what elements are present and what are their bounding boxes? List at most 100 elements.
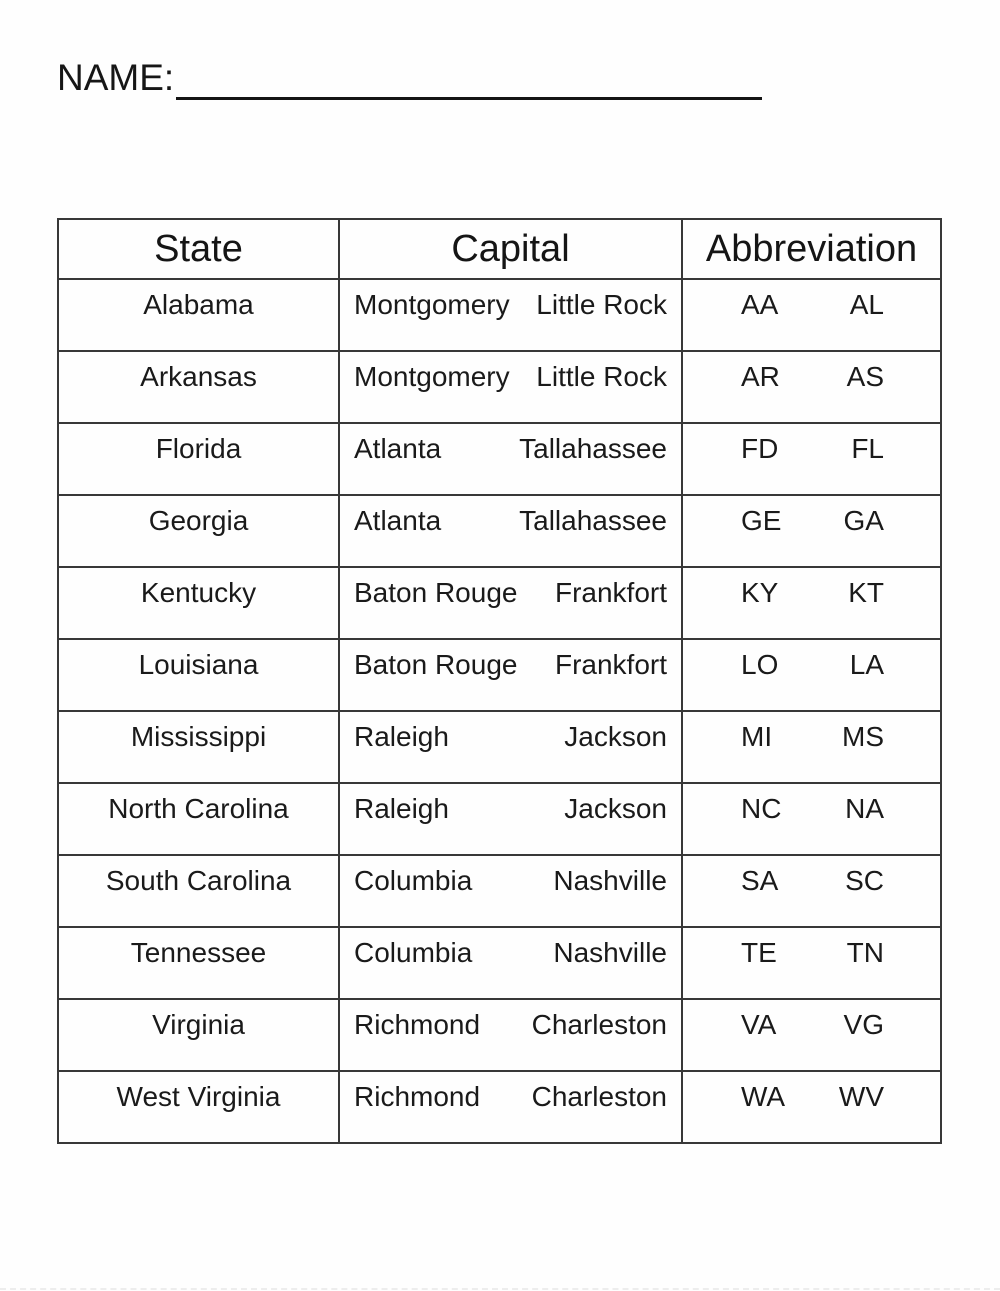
abbreviation-cell: NC NA bbox=[681, 782, 942, 856]
capital-options: Baton Rouge Frankfort bbox=[340, 640, 681, 681]
capital-option-1[interactable]: Columbia bbox=[354, 937, 473, 968]
abbreviation-cell: GE GA bbox=[681, 494, 942, 568]
abbreviation-option-2[interactable]: VG bbox=[843, 1009, 884, 1040]
table-row: Arkansas Montgomery Little Rock AR AS bbox=[57, 350, 942, 424]
capital-cell: Montgomery Little Rock bbox=[338, 278, 683, 352]
table-row: West Virginia Richmond Charleston WA WV bbox=[57, 1070, 942, 1144]
capital-cell: Raleigh Jackson bbox=[338, 710, 683, 784]
state-cell: Louisiana bbox=[57, 638, 340, 712]
abbreviation-options: LO LA bbox=[683, 640, 940, 681]
abbreviation-cell: KY KT bbox=[681, 566, 942, 640]
abbreviation-option-1[interactable]: VA bbox=[741, 1009, 777, 1040]
abbreviation-option-1[interactable]: TE bbox=[741, 937, 777, 968]
state-name: South Carolina bbox=[105, 865, 292, 896]
abbreviation-options: GE GA bbox=[683, 496, 940, 537]
state-cell: Virginia bbox=[57, 998, 340, 1072]
abbreviation-option-1[interactable]: KY bbox=[741, 577, 779, 608]
state-cell: Alabama bbox=[57, 278, 340, 352]
capital-option-1[interactable]: Atlanta bbox=[354, 433, 442, 464]
table-row: North Carolina Raleigh Jackson NC NA bbox=[57, 782, 942, 856]
table-row: Florida Atlanta Tallahassee FD FL bbox=[57, 422, 942, 496]
state-cell: Florida bbox=[57, 422, 340, 496]
abbreviation-option-2[interactable]: LA bbox=[849, 649, 884, 680]
abbreviation-option-1[interactable]: SA bbox=[741, 865, 779, 896]
capital-option-2[interactable]: Tallahassee bbox=[519, 505, 667, 536]
state-name: Alabama bbox=[143, 289, 254, 320]
abbreviation-cell: MI MS bbox=[681, 710, 942, 784]
abbreviation-cell: TE TN bbox=[681, 926, 942, 1000]
abbreviation-option-2[interactable]: SC bbox=[845, 865, 884, 896]
state-cell: South Carolina bbox=[57, 854, 340, 928]
capital-option-1[interactable]: Raleigh bbox=[354, 721, 449, 752]
abbreviation-cell: VA VG bbox=[681, 998, 942, 1072]
capital-option-2[interactable]: Little Rock bbox=[536, 289, 667, 320]
abbreviation-options: MI MS bbox=[683, 712, 940, 753]
capital-option-2[interactable]: Nashville bbox=[553, 937, 667, 968]
abbreviation-option-2[interactable]: NA bbox=[845, 793, 884, 824]
abbreviation-option-1[interactable]: GE bbox=[741, 505, 782, 536]
table-row: Louisiana Baton Rouge Frankfort LO LA bbox=[57, 638, 942, 712]
capital-option-1[interactable]: Baton Rouge bbox=[354, 649, 518, 680]
abbreviation-option-1[interactable]: LO bbox=[741, 649, 779, 680]
abbreviation-option-1[interactable]: WA bbox=[741, 1081, 786, 1112]
state-name: Florida bbox=[155, 433, 242, 464]
capital-cell: Columbia Nashville bbox=[338, 926, 683, 1000]
table-header-row: State Capital Abbreviation bbox=[57, 218, 942, 280]
state-name: Arkansas bbox=[140, 361, 257, 392]
abbreviation-option-2[interactable]: MS bbox=[842, 721, 884, 752]
abbreviation-options: WA WV bbox=[683, 1072, 940, 1113]
table-row: Tennessee Columbia Nashville TE TN bbox=[57, 926, 942, 1000]
capital-option-2[interactable]: Frankfort bbox=[554, 577, 667, 608]
abbreviation-option-2[interactable]: GA bbox=[843, 505, 884, 536]
capital-option-1[interactable]: Columbia bbox=[354, 865, 473, 896]
abbreviation-option-2[interactable]: AS bbox=[846, 361, 884, 392]
capital-options: Montgomery Little Rock bbox=[340, 352, 681, 393]
capital-option-2[interactable]: Jackson bbox=[564, 793, 667, 824]
abbreviation-option-2[interactable]: KT bbox=[848, 577, 884, 608]
state-cell: North Carolina bbox=[57, 782, 340, 856]
name-input-line[interactable] bbox=[176, 57, 763, 100]
capital-option-2[interactable]: Charleston bbox=[531, 1009, 667, 1040]
capital-option-1[interactable]: Richmond bbox=[354, 1009, 481, 1040]
abbreviation-options: KY KT bbox=[683, 568, 940, 609]
abbreviation-option-1[interactable]: FD bbox=[741, 433, 779, 464]
abbreviation-option-1[interactable]: AR bbox=[741, 361, 780, 392]
capital-options: Atlanta Tallahassee bbox=[340, 496, 681, 537]
capital-option-1[interactable]: Atlanta bbox=[354, 505, 442, 536]
abbreviation-option-2[interactable]: AL bbox=[849, 289, 884, 320]
abbreviation-options: VA VG bbox=[683, 1000, 940, 1041]
header-capital: Capital bbox=[338, 218, 683, 280]
capital-cell: Raleigh Jackson bbox=[338, 782, 683, 856]
capital-cell: Richmond Charleston bbox=[338, 998, 683, 1072]
capital-option-2[interactable]: Little Rock bbox=[536, 361, 667, 392]
capital-cell: Richmond Charleston bbox=[338, 1070, 683, 1144]
table-row: Kentucky Baton Rouge Frankfort KY KT bbox=[57, 566, 942, 640]
capital-option-2[interactable]: Charleston bbox=[531, 1081, 667, 1112]
abbreviation-option-1[interactable]: AA bbox=[741, 289, 779, 320]
capital-options: Raleigh Jackson bbox=[340, 784, 681, 825]
table-body: Alabama Montgomery Little Rock AA AL Ark… bbox=[57, 278, 942, 1144]
capital-option-1[interactable]: Raleigh bbox=[354, 793, 449, 824]
state-cell: Tennessee bbox=[57, 926, 340, 1000]
capital-option-1[interactable]: Richmond bbox=[354, 1081, 481, 1112]
capital-option-2[interactable]: Jackson bbox=[564, 721, 667, 752]
abbreviation-option-2[interactable]: WV bbox=[838, 1081, 884, 1112]
abbreviation-option-2[interactable]: TN bbox=[846, 937, 884, 968]
capital-option-2[interactable]: Tallahassee bbox=[519, 433, 667, 464]
capital-option-2[interactable]: Nashville bbox=[553, 865, 667, 896]
capital-option-1[interactable]: Montgomery bbox=[354, 361, 510, 392]
capital-option-1[interactable]: Montgomery bbox=[354, 289, 510, 320]
state-cell: Mississippi bbox=[57, 710, 340, 784]
table-row: Mississippi Raleigh Jackson MI MS bbox=[57, 710, 942, 784]
abbreviation-options: TE TN bbox=[683, 928, 940, 969]
abbreviation-option-1[interactable]: MI bbox=[741, 721, 773, 752]
state-name: Mississippi bbox=[130, 721, 267, 752]
capital-cell: Atlanta Tallahassee bbox=[338, 494, 683, 568]
abbreviation-option-2[interactable]: FL bbox=[851, 433, 884, 464]
capital-option-2[interactable]: Frankfort bbox=[554, 649, 667, 680]
abbreviation-cell: AA AL bbox=[681, 278, 942, 352]
capital-option-1[interactable]: Baton Rouge bbox=[354, 577, 518, 608]
state-cell: Arkansas bbox=[57, 350, 340, 424]
abbreviation-option-1[interactable]: NC bbox=[741, 793, 782, 824]
